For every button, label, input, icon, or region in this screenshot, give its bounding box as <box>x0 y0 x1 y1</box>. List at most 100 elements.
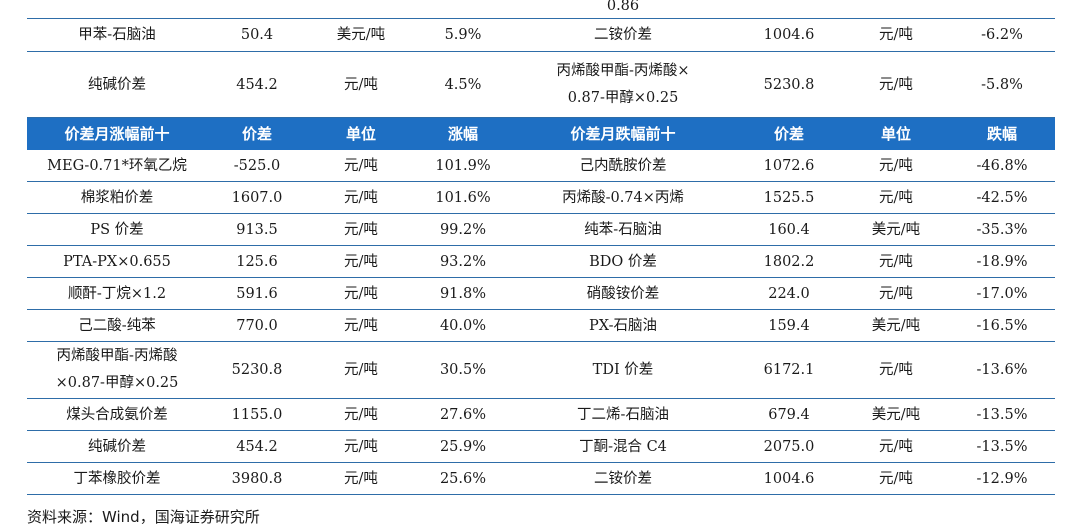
gainer-name-line2: ×0.87-甲醇×0.25 <box>55 375 179 391</box>
right-spread-name-line2: 0.87-甲醇×0.25 <box>567 89 679 106</box>
loser-value: 6172.1 <box>735 341 843 399</box>
loser-name: 丙烯酸-0.74×丙烯 <box>511 181 735 214</box>
left-spread-unit: 美元/吨 <box>307 18 415 52</box>
gainer-name: 顺酐-丁烷×1.2 <box>27 277 207 310</box>
gainer-value: 591.6 <box>207 277 307 310</box>
gainer-name: PTA-PX×0.655 <box>27 245 207 278</box>
loser-value: 159.4 <box>735 309 843 342</box>
right-spread-value: 5230.8 <box>735 51 843 118</box>
loser-unit: 元/吨 <box>843 430 949 463</box>
loser-unit: 元/吨 <box>843 341 949 399</box>
gainer-name: 丁苯橡胶价差 <box>27 462 207 495</box>
loser-change: -17.0% <box>949 277 1055 310</box>
loser-name: BDO 价差 <box>511 245 735 278</box>
gainer-name: PS 价差 <box>27 213 207 246</box>
header-left-unit: 单位 <box>307 117 415 150</box>
gainer-value: 1607.0 <box>207 181 307 214</box>
header-right-change: 跌幅 <box>949 117 1055 150</box>
loser-change: -35.3% <box>949 213 1055 246</box>
gainer-unit: 元/吨 <box>307 309 415 342</box>
gainer-value: -525.0 <box>207 149 307 182</box>
left-spread-value: 50.4 <box>207 18 307 52</box>
gainer-name: 棉浆粕价差 <box>27 181 207 214</box>
gainer-value: 5230.8 <box>207 341 307 399</box>
gainer-value: 125.6 <box>207 245 307 278</box>
gainer-value: 913.5 <box>207 213 307 246</box>
left-spread-change: 5.9% <box>415 18 511 52</box>
loser-change: -13.5% <box>949 398 1055 431</box>
gainer-value: 770.0 <box>207 309 307 342</box>
loser-change: -18.9% <box>949 245 1055 278</box>
loser-change: -13.6% <box>949 341 1055 399</box>
gainer-unit: 元/吨 <box>307 181 415 214</box>
price-spread-ranking-table: 0.86 甲苯-石脑油 50.4 美元/吨 5.9% 二铵价差 1004.6 元… <box>27 0 1055 495</box>
left-spread-value: 454.2 <box>207 51 307 118</box>
gainer-change: 93.2% <box>415 245 511 278</box>
loser-value: 1802.2 <box>735 245 843 278</box>
loser-change: -46.8% <box>949 149 1055 182</box>
gainer-value: 3980.8 <box>207 462 307 495</box>
gainer-name: MEG-0.71*环氧乙烷 <box>27 149 207 182</box>
gainer-name: 丙烯酸甲酯-丙烯酸 ×0.87-甲醇×0.25 <box>27 341 207 399</box>
source-note: 资料来源：Wind，国海证券研究所 <box>27 508 260 526</box>
loser-value: 1072.6 <box>735 149 843 182</box>
right-spread-change: -6.2% <box>949 18 1055 52</box>
continued-name-fragment: 0.86 <box>511 0 735 19</box>
loser-value: 1525.5 <box>735 181 843 214</box>
table-row-continued: 0.86 <box>27 0 1055 19</box>
gainer-unit: 元/吨 <box>307 277 415 310</box>
header-right-unit: 单位 <box>843 117 949 150</box>
loser-value: 2075.0 <box>735 430 843 463</box>
table-row: 棉浆粕价差 1607.0 元/吨 101.6% 丙烯酸-0.74×丙烯 1525… <box>27 181 1055 214</box>
right-spread-value: 1004.6 <box>735 18 843 52</box>
loser-unit: 美元/吨 <box>843 398 949 431</box>
loser-change: -12.9% <box>949 462 1055 495</box>
gainer-value: 454.2 <box>207 430 307 463</box>
loser-change: -42.5% <box>949 181 1055 214</box>
gainer-change: 25.6% <box>415 462 511 495</box>
left-spread-unit: 元/吨 <box>307 51 415 118</box>
left-spread-change: 4.5% <box>415 51 511 118</box>
gainer-change: 30.5% <box>415 341 511 399</box>
table-row: 丁苯橡胶价差 3980.8 元/吨 25.6% 二铵价差 1004.6 元/吨 … <box>27 462 1055 495</box>
table-header-row: 价差月涨幅前十 价差 单位 涨幅 价差月跌幅前十 价差 单位 跌幅 <box>27 117 1055 150</box>
header-top-gainers: 价差月涨幅前十 <box>27 117 207 150</box>
table-row: PTA-PX×0.655 125.6 元/吨 93.2% BDO 价差 1802… <box>27 245 1055 278</box>
header-left-price: 价差 <box>207 117 307 150</box>
loser-name: TDI 价差 <box>511 341 735 399</box>
loser-unit: 美元/吨 <box>843 213 949 246</box>
header-left-change: 涨幅 <box>415 117 511 150</box>
header-right-price: 价差 <box>735 117 843 150</box>
right-spread-name-line1: 丙烯酸甲酯-丙烯酸× <box>556 62 690 79</box>
loser-change: -16.5% <box>949 309 1055 342</box>
gainer-unit: 元/吨 <box>307 245 415 278</box>
left-spread-name: 甲苯-石脑油 <box>27 18 207 52</box>
right-spread-unit: 元/吨 <box>843 51 949 118</box>
loser-value: 160.4 <box>735 213 843 246</box>
loser-name: 二铵价差 <box>511 462 735 495</box>
right-spread-name: 丙烯酸甲酯-丙烯酸× 0.87-甲醇×0.25 <box>511 51 735 118</box>
table-row: 己二酸-纯苯 770.0 元/吨 40.0% PX-石脑油 159.4 美元/吨… <box>27 309 1055 342</box>
gainer-change: 25.9% <box>415 430 511 463</box>
table-row: 煤头合成氨价差 1155.0 元/吨 27.6% 丁二烯-石脑油 679.4 美… <box>27 398 1055 431</box>
loser-name: 丁二烯-石脑油 <box>511 398 735 431</box>
loser-name: 丁酮-混合 C4 <box>511 430 735 463</box>
gainer-change: 101.9% <box>415 149 511 182</box>
table-row: 顺酐-丁烷×1.2 591.6 元/吨 91.8% 硝酸铵价差 224.0 元/… <box>27 277 1055 310</box>
right-spread-name: 二铵价差 <box>511 18 735 52</box>
loser-unit: 元/吨 <box>843 149 949 182</box>
loser-unit: 元/吨 <box>843 245 949 278</box>
right-spread-change: -5.8% <box>949 51 1055 118</box>
gainer-name: 己二酸-纯苯 <box>27 309 207 342</box>
table-row: MEG-0.71*环氧乙烷 -525.0 元/吨 101.9% 己内酰胺价差 1… <box>27 149 1055 182</box>
loser-value: 1004.6 <box>735 462 843 495</box>
loser-value: 679.4 <box>735 398 843 431</box>
table-row: PS 价差 913.5 元/吨 99.2% 纯苯-石脑油 160.4 美元/吨 … <box>27 213 1055 246</box>
gainer-unit: 元/吨 <box>307 149 415 182</box>
gainer-change: 99.2% <box>415 213 511 246</box>
gainer-change: 27.6% <box>415 398 511 431</box>
loser-unit: 元/吨 <box>843 462 949 495</box>
right-spread-unit: 元/吨 <box>843 18 949 52</box>
gainer-change: 40.0% <box>415 309 511 342</box>
gainer-unit: 元/吨 <box>307 430 415 463</box>
